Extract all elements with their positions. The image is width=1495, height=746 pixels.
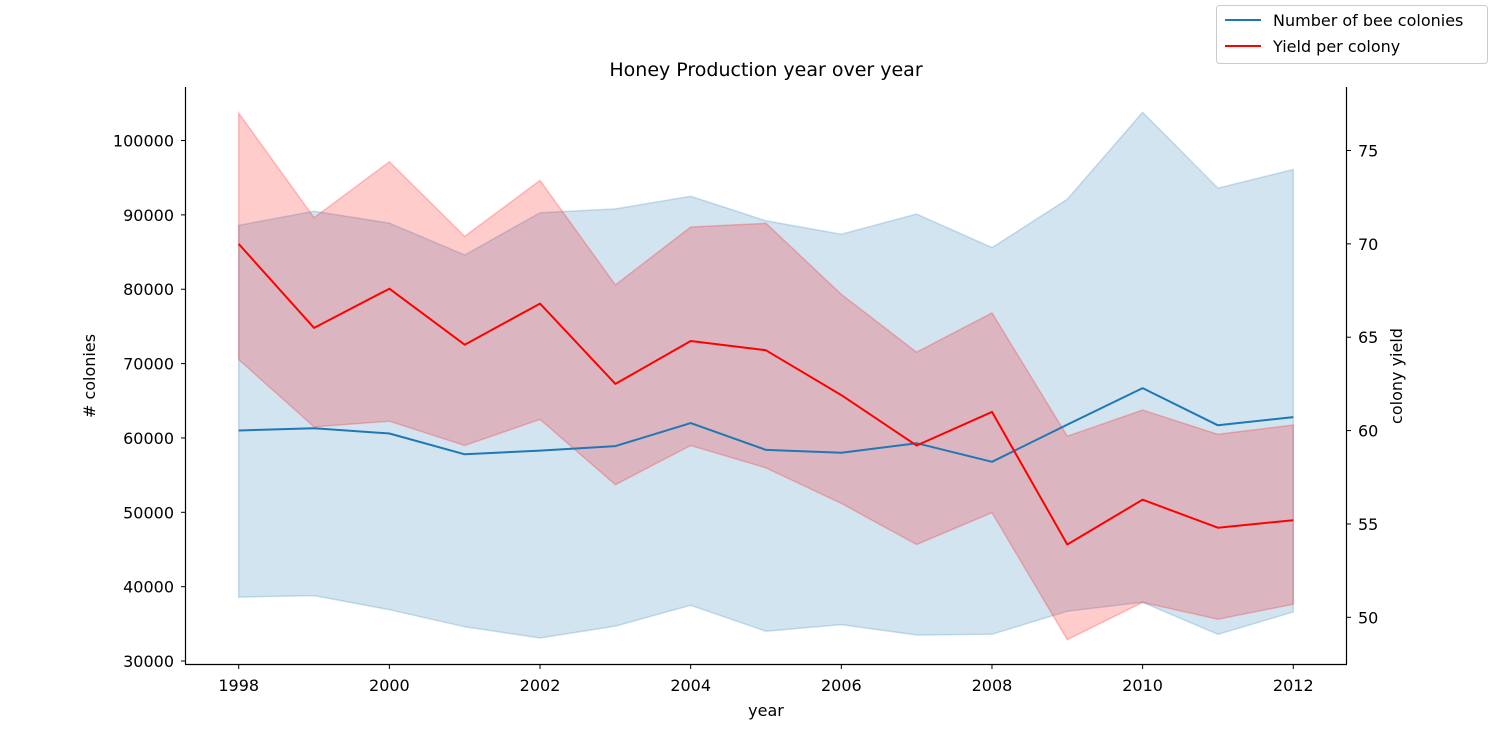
y-left-tick-label: 60000 [123, 429, 174, 448]
series-line-colonies [238, 387, 1294, 463]
series-lines [237, 243, 1294, 546]
y-left-tick-label: 50000 [123, 503, 174, 522]
legend-label-colonies: Number of bee colonies [1273, 11, 1463, 30]
y-left-tick-label: 70000 [123, 355, 174, 374]
y-left-tick-label: 40000 [123, 578, 174, 597]
x-tick-label: 2004 [670, 676, 711, 695]
legend-frame [1216, 5, 1488, 64]
axes [184, 87, 1348, 666]
x-tick-label: 1998 [218, 676, 259, 695]
y-left-tick-label: 80000 [123, 280, 174, 299]
x-tick-label: 2012 [1273, 676, 1314, 695]
y-right-axis-ticks: 50 55 60 65 70 75 [1346, 141, 1378, 627]
ci-band-colonies [237, 111, 1295, 639]
y-right-tick-label: 60 [1358, 422, 1378, 441]
x-axis-ticks: 1998 2000 2002 2004 2006 2008 2010 2012 [218, 664, 1314, 695]
confidence-bands [237, 110, 1295, 641]
y-left-tick-label: 90000 [123, 206, 174, 225]
ci-band-yield [237, 110, 1295, 641]
y-left-tick-label: 100000 [113, 132, 174, 151]
x-axis-label: year [748, 701, 784, 720]
chart-title: Honey Production year over year [609, 59, 922, 81]
x-tick-label: 2008 [972, 676, 1013, 695]
y-right-axis-label: colony yield [1387, 328, 1406, 424]
y-right-tick-label: 70 [1358, 235, 1378, 254]
y-right-tick-label: 75 [1358, 141, 1378, 160]
y-right-tick-label: 65 [1358, 328, 1378, 347]
y-right-tick-label: 55 [1358, 515, 1378, 534]
legend: Number of bee colonies Yield per colony [1216, 5, 1488, 64]
series-line-yield [237, 243, 1294, 546]
x-tick-label: 2010 [1122, 676, 1163, 695]
x-tick-label: 2000 [369, 676, 410, 695]
y-left-axis-label: # colonies [80, 334, 99, 418]
y-left-axis-ticks: 30000 40000 50000 60000 70000 80000 90000 10000… [113, 132, 186, 671]
x-tick-label: 2002 [520, 676, 561, 695]
x-tick-label: 2006 [821, 676, 862, 695]
legend-label-yield: Yield per colony [1272, 37, 1400, 56]
y-left-tick-label: 30000 [123, 652, 174, 671]
y-right-tick-label: 50 [1358, 608, 1378, 627]
